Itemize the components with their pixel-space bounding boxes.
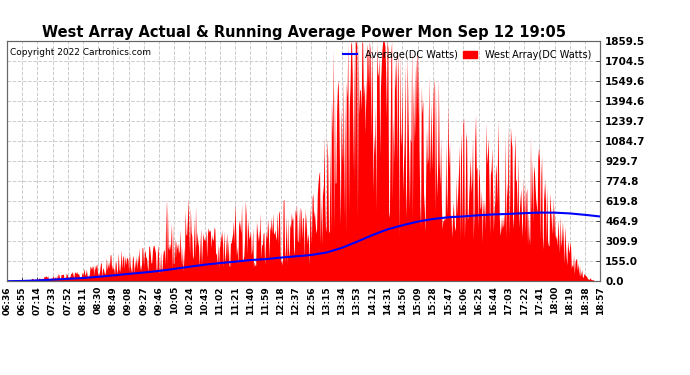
Text: Copyright 2022 Cartronics.com: Copyright 2022 Cartronics.com bbox=[10, 48, 151, 57]
Legend: Average(DC Watts), West Array(DC Watts): Average(DC Watts), West Array(DC Watts) bbox=[339, 46, 595, 64]
Title: West Array Actual & Running Average Power Mon Sep 12 19:05: West Array Actual & Running Average Powe… bbox=[41, 25, 566, 40]
